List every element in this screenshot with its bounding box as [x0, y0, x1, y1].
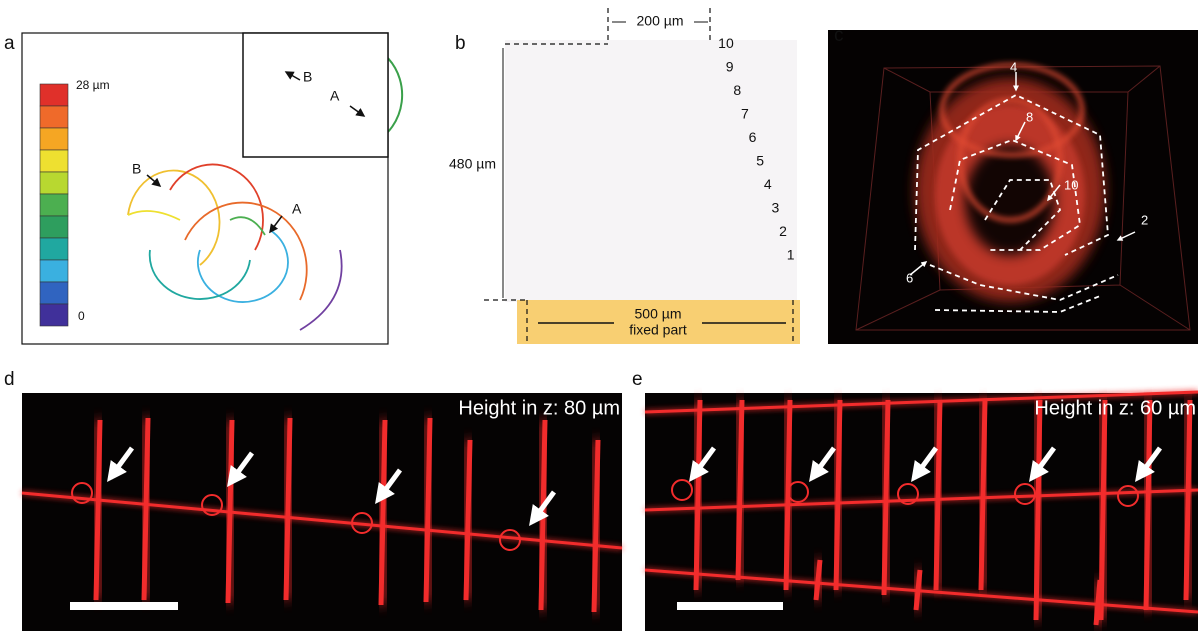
- inset-label: B: [303, 69, 312, 85]
- panel-b-bg: [505, 40, 797, 302]
- level-label: 2: [779, 223, 787, 239]
- trace: [198, 230, 288, 302]
- level-label: 8: [733, 82, 741, 98]
- marker-label: 4: [1010, 59, 1017, 74]
- colorbar-min: 0: [78, 309, 85, 323]
- marker-label: 2: [1141, 212, 1148, 227]
- bottom-width: 500 µm: [635, 306, 682, 322]
- caption: Height in z: 80 µm: [458, 397, 620, 419]
- trace: [170, 164, 263, 250]
- panel-d-bg: [22, 393, 622, 631]
- colorbar-cell: [40, 106, 68, 128]
- colorbar-max: 28 µm: [76, 78, 110, 92]
- base-label: fixed part: [629, 322, 687, 338]
- colorbar-cell: [40, 84, 68, 106]
- level-label: 3: [771, 200, 779, 216]
- panel-label: b: [455, 33, 466, 54]
- trace: [128, 211, 180, 220]
- marker-label: 6: [906, 270, 913, 285]
- level-label: 1: [787, 247, 795, 263]
- marker-label: 10: [1064, 177, 1078, 192]
- level-label: 5: [756, 153, 764, 169]
- height-label: 480 µm: [449, 156, 496, 172]
- trace-label: A: [292, 201, 302, 217]
- colorbar-cell: [40, 282, 68, 304]
- trace-label: B: [132, 161, 141, 177]
- level-label: 10: [718, 35, 734, 51]
- panel-label: c: [834, 25, 844, 46]
- inset-label: A: [330, 88, 340, 104]
- panel-label: e: [632, 369, 643, 390]
- level-label: 4: [764, 176, 772, 192]
- level-label: 6: [749, 129, 757, 145]
- colorbar-cell: [40, 238, 68, 260]
- colorbar-cell: [40, 194, 68, 216]
- scale-bar: [677, 602, 783, 610]
- top-width: 200 µm: [637, 13, 684, 29]
- colorbar-cell: [40, 260, 68, 282]
- trace: [230, 217, 265, 235]
- colorbar-cell: [40, 172, 68, 194]
- caption: Height in z: 60 µm: [1034, 397, 1196, 419]
- panel-label: d: [4, 369, 15, 390]
- figure: a 28 µm 0 B A B A b 200 µm 480 µm 500 µm…: [0, 0, 1198, 631]
- colorbar-cell: [40, 216, 68, 238]
- colorbar-cell: [40, 150, 68, 172]
- level-label: 7: [741, 106, 749, 122]
- colorbar-cell: [40, 128, 68, 150]
- colorbar-cell: [40, 304, 68, 326]
- scale-bar: [70, 602, 178, 610]
- glow: [965, 145, 1055, 255]
- marker-label: 8: [1026, 109, 1033, 124]
- level-label: 9: [726, 59, 734, 75]
- inset-frame: [243, 33, 388, 157]
- arrow: [270, 216, 282, 232]
- panel-label: a: [4, 33, 15, 54]
